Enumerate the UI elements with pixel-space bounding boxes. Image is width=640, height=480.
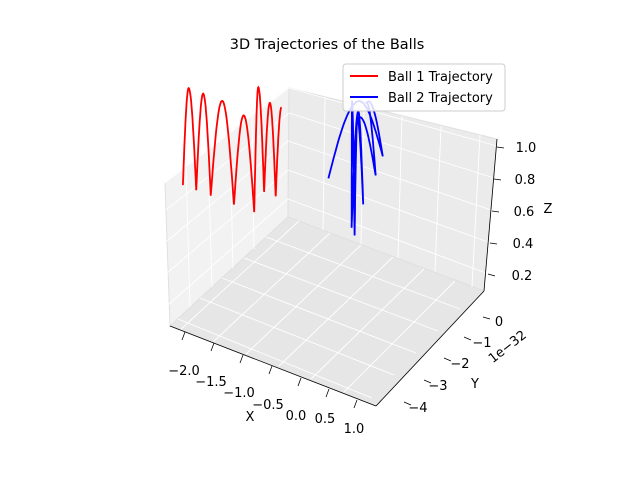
grid-y-floor [243, 257, 439, 332]
z-tick-label: 0.4 [513, 237, 534, 252]
grid-x-floor [212, 232, 331, 343]
grid-x-floor [310, 268, 425, 380]
ball1-trajectory-line [182, 85, 283, 213]
y-tick [443, 357, 452, 362]
x-tick-label: 0.0 [286, 409, 307, 424]
grid-z-wall [164, 87, 290, 184]
pane-walls [164, 86, 498, 407]
x-tick [210, 342, 215, 352]
x-tick-label: −1.0 [223, 386, 255, 401]
y-tick [403, 401, 412, 406]
grid-y-floor [221, 277, 417, 354]
y-tick-label: 0 [495, 315, 503, 330]
grid-z-wall [287, 198, 487, 274]
z-tick [489, 242, 498, 245]
x-axis-line [169, 325, 377, 407]
grid-z-wall [166, 140, 289, 242]
x-tick [325, 388, 330, 398]
grid-x-floor [179, 220, 300, 331]
x-tick-label: −2.0 [168, 364, 200, 379]
y-tick-label: −3 [428, 379, 447, 394]
z-tick-label: 0.8 [515, 173, 536, 188]
grid-x-floor [343, 280, 456, 393]
y-tick-labels: 0 −1 −2 −3 −4 [408, 315, 503, 416]
x-tick [353, 399, 358, 409]
legend-label-ball2: Ball 2 Trajectory [388, 91, 493, 106]
y-tick-label: −2 [450, 357, 469, 372]
z-tick-labels: 0.2 0.4 0.6 0.8 1.0 [512, 141, 537, 284]
z-axis-title: Z [544, 202, 553, 217]
grid-z-wall [287, 169, 489, 243]
z-tick-label: 1.0 [516, 141, 537, 156]
z-tick [493, 178, 502, 181]
z-tick-label: 0.6 [514, 205, 535, 220]
x-tick [239, 354, 244, 364]
grid-z-wall [166, 169, 289, 274]
x-tick-label: 1.0 [344, 422, 365, 437]
grid-v-wall [434, 125, 442, 273]
legend: Ball 1 Trajectory Ball 2 Trajectory [342, 63, 506, 112]
z-tick [491, 210, 500, 213]
y-axis-line [375, 290, 485, 407]
grid-x-floor [278, 256, 394, 367]
grid-z-wall [287, 140, 492, 211]
y-tick [423, 379, 432, 384]
y-tick-label: −4 [408, 401, 427, 416]
gridlines [164, 87, 498, 399]
grid-v-wall [397, 115, 403, 259]
z-tick [487, 273, 496, 277]
x-tick-label: 0.5 [315, 412, 336, 427]
grid-y-floor [199, 297, 395, 376]
grid-z-wall [167, 198, 289, 306]
x-tick [268, 365, 273, 375]
z-tick-label: 0.2 [512, 269, 533, 284]
y-tick [482, 316, 491, 320]
grid-z-wall [288, 87, 498, 147]
axis-lines [169, 138, 498, 407]
x-tick [297, 377, 302, 387]
y-axis-title: Y [470, 377, 479, 392]
x-tick-labels: −2.0 −1.5 −1.0 −0.5 0.0 0.5 1.0 [168, 364, 364, 437]
z-axis-line [483, 138, 498, 292]
grid-y-floor [177, 318, 373, 399]
grid-z-wall [288, 112, 495, 179]
x-tick-label: −0.5 [252, 398, 284, 413]
tick-marks [181, 146, 505, 409]
legend-label-ball1: Ball 1 Trajectory [388, 70, 493, 85]
legend-box [342, 63, 506, 112]
chart-title: 3D Trajectories of the Balls [230, 37, 425, 53]
x-tick-label: −1.5 [195, 375, 227, 390]
grid-x-floor [245, 244, 362, 355]
z-tick [496, 146, 505, 149]
grid-v-wall [207, 150, 213, 288]
grid-y-floor [265, 236, 461, 310]
grid-v-wall [471, 134, 481, 288]
x-tick [181, 331, 186, 341]
grid-v-wall [322, 96, 326, 231]
grid-v-wall [185, 167, 191, 308]
x-axis-title: X [246, 410, 255, 425]
y-tick-label: −1 [472, 336, 491, 351]
y-tick [463, 336, 472, 341]
